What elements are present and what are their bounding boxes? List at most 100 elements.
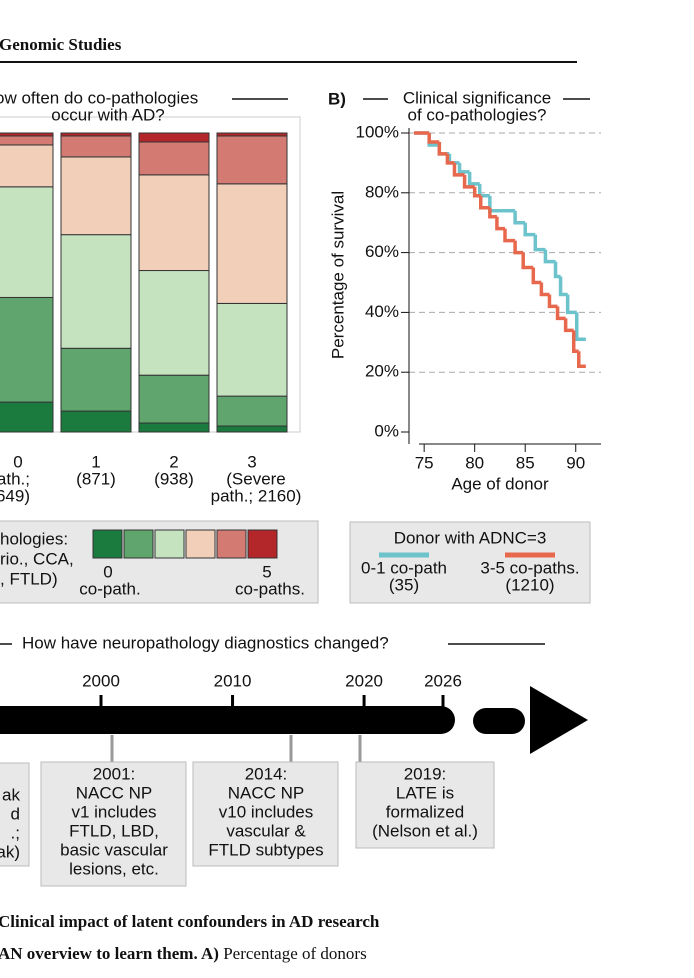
legend-swatch [247,529,278,559]
y-axis-label: Percentage of survival [328,191,347,359]
legend-label: 0-1 co-path [361,558,447,577]
legend-swatch [92,529,123,559]
caption-line: Clinical impact of latent confounders in… [0,912,380,931]
survival-step [437,141,448,156]
bar-segment [216,183,288,304]
legend-label: 3-5 co-paths. [480,558,579,577]
y-tick-label: 100% [356,122,399,141]
x-tick-note: o path.; [0,469,30,488]
panel-b-legend-box [349,521,591,604]
event-text: NACC NP [76,783,153,802]
survival-step [513,210,526,225]
x-tick-label: 1 [91,452,100,471]
x-tick-label: 3 [247,452,256,471]
event-text: 2014: [245,764,288,783]
bar-segment [0,144,54,188]
year-label: 2000 [82,671,120,690]
timeline-title: How have neuropathology diagnostics chan… [22,633,389,652]
bar-segment [138,374,210,424]
bar-segment [60,410,132,433]
survival-step [523,222,536,237]
legend-title: , FTLD) [0,569,58,588]
timeline-bar [0,706,455,734]
legend-swatch [123,529,154,559]
event-text: lesions, etc. [69,859,159,878]
legend-title: Donor with ADNC=3 [394,528,547,547]
panel-label: B) [328,89,346,108]
event-box [0,762,30,867]
timeline-arrow [530,686,588,754]
event-box [192,761,339,867]
bar-segment [0,401,54,433]
survival-step [574,312,586,342]
bar-segment [0,296,54,403]
survival-step [472,186,481,198]
event-text: 2019: [404,764,447,783]
survival-step [553,261,561,279]
survival-step [452,162,465,177]
timeline-dash [473,708,525,734]
event-text: .; [11,823,20,842]
x-tick-label: 80 [465,453,484,472]
survival-step [543,249,556,264]
bar-segment [138,141,210,176]
legend-label: 0 [103,562,112,581]
survival-step [577,351,586,368]
legend-label: 5 [262,562,271,581]
bar-segment [60,234,132,349]
survival-step [547,294,558,309]
event-text: NACC NP [228,783,305,802]
survival-step [513,240,524,255]
event-text: v1 includes [71,802,156,821]
survival-step [445,153,455,165]
survival-step [503,228,516,243]
x-tick-label: 2 [169,452,178,471]
caption-text: Percentage of donors [219,944,367,963]
event-text: v10 includes [219,802,314,821]
bar-segment [0,186,54,298]
chart-title: occur with AD? [51,105,164,124]
y-tick-label: 40% [365,302,399,321]
x-tick-note: path.; 2160) [211,486,302,505]
year-label: 2010 [214,671,252,690]
caption-line: AN overview to learn them. A) Percentage… [0,944,367,963]
year-label: 2026 [424,671,462,690]
survival-step [521,252,534,270]
bar-segment [60,135,132,158]
event-text: formalized [386,802,464,821]
legend-note: (35) [389,575,419,594]
event-box [40,761,187,887]
event-box [355,761,495,849]
event-text: (Nelson et al.) [372,821,478,840]
bar-segment [60,347,132,412]
event-text: d [11,804,20,823]
survival-step [477,183,490,198]
x-tick-label: 90 [566,453,585,472]
survival-step [563,318,574,333]
caption-text: Clinical impact of latent confounders in… [0,912,380,931]
event-text: LATE is [396,783,454,802]
chart-title: of co-pathologies? [408,105,547,124]
bar-segment [216,132,288,137]
chart-title: Clinical significance [403,88,551,107]
legend-swatch [216,529,247,559]
survival-step [488,207,497,219]
survival-step [467,171,480,186]
caption-text: r of co-occurring neurodegenerative dise… [0,976,361,978]
survival-step [533,234,546,252]
x-tick-label: 0 [13,452,22,471]
bar-segment [138,270,210,376]
x-tick-note: (871) [76,469,116,488]
x-tick-note: (938) [154,469,194,488]
bar-segment [0,135,54,146]
survival-step [531,267,542,285]
chart-title: ow often do co-pathologies [0,88,198,107]
survival-step [462,174,475,189]
event-text: ak [2,785,20,804]
year-label: 2020 [345,671,383,690]
bar-segment [216,302,288,397]
legend-title: hologies: [0,529,68,548]
survival-step [427,133,440,144]
event-text: vascular & [226,821,306,840]
